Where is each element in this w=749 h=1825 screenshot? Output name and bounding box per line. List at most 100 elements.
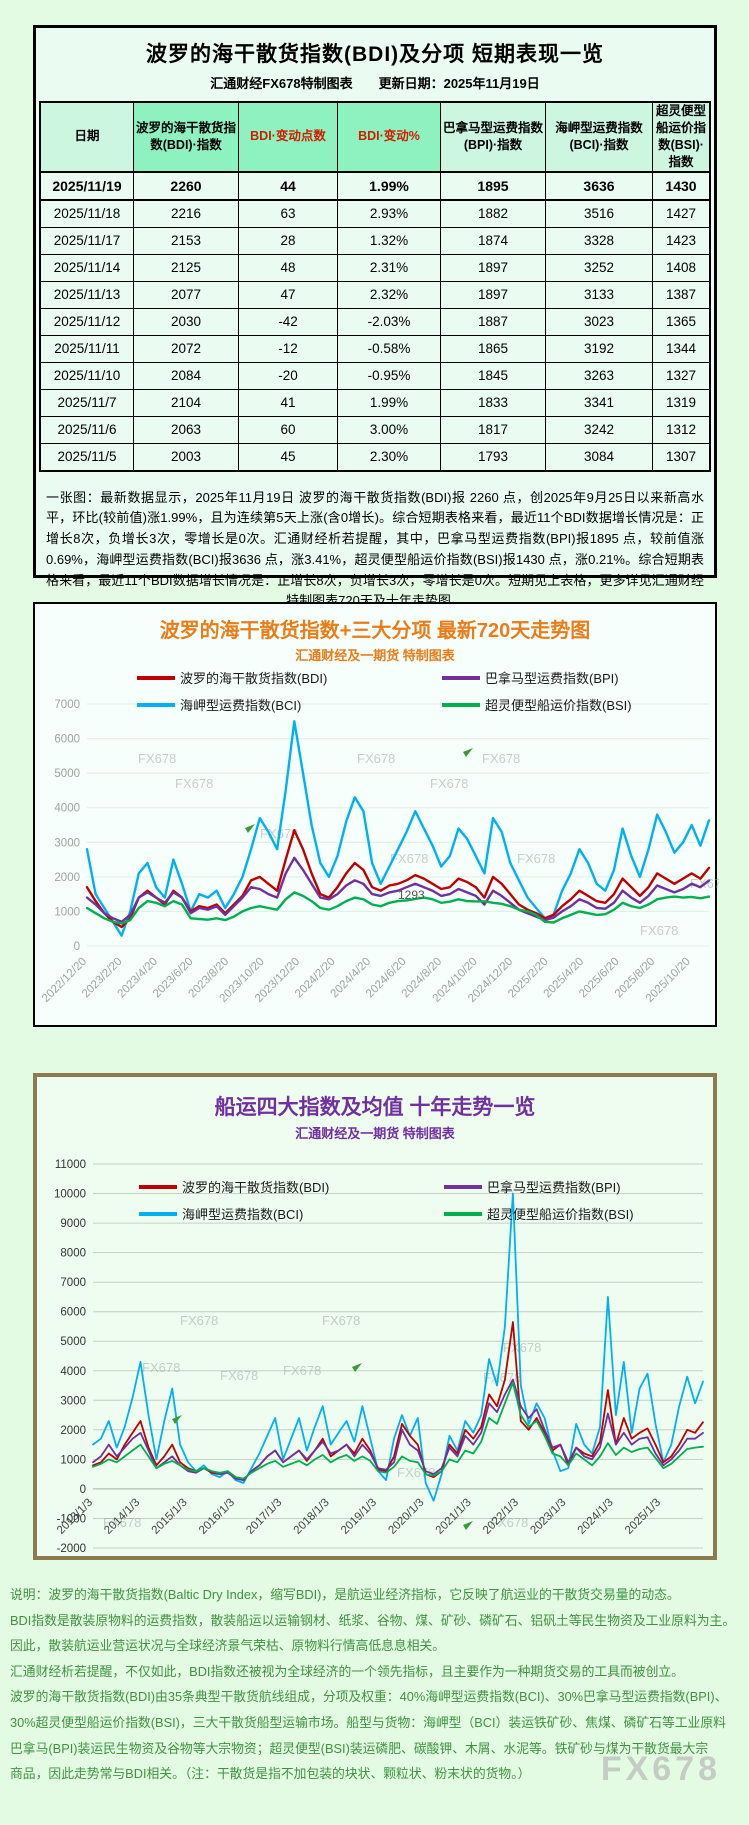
table-cell: 1427 <box>652 199 711 228</box>
table-subtitle: 汇通财经FX678特制图表 更新日期：2025年11月19日 <box>36 73 714 92</box>
table-cell: 1793 <box>440 442 546 471</box>
table-row: 2025/11/18 2216 63 2.93% 1882 3516 1427 <box>39 199 711 228</box>
table-cell: 2063 <box>133 415 239 444</box>
table-cell: 3084 <box>545 442 653 471</box>
legend-item: 波罗的海干散货指数(BDI) <box>139 1177 394 1196</box>
table-cell: 3.00% <box>337 415 441 444</box>
table-cell: 1.99% <box>337 388 441 417</box>
legend-label: 巴拿马型运费指数(BPI) <box>487 1180 621 1195</box>
chart-10y-legend: 波罗的海干散货指数(BDI) 巴拿马型运费指数(BPI) 海岬型运费指数(BCI) 超… <box>139 1177 699 1223</box>
svg-text:FX678: FX678 <box>640 923 678 938</box>
table-cell: 1845 <box>440 361 546 390</box>
svg-text:FX678: FX678 <box>517 851 555 866</box>
svg-text:FX678: FX678 <box>430 776 468 791</box>
legend-item: 海岬型运费指数(BCI) <box>139 1204 394 1223</box>
svg-text:8000: 8000 <box>60 1248 86 1260</box>
source-label: 汇通财经FX678特制图表 <box>210 76 353 91</box>
table-cell: 45 <box>238 442 338 471</box>
description-line: BDI指数是散装原物料的运费指数，散装船运以运输钢材、纸浆、谷物、煤、矿砂、磷矿… <box>10 1612 736 1628</box>
table-cell: 1387 <box>652 280 711 309</box>
table-cell: 3023 <box>545 307 653 336</box>
svg-text:1293: 1293 <box>398 888 425 902</box>
svg-text:FX678: FX678 <box>490 1515 528 1530</box>
table-row: 2025/11/7 2104 41 1.99% 1833 3341 1319 <box>39 388 711 417</box>
svg-text:FX678: FX678 <box>357 751 395 766</box>
table-row: 2025/11/6 2063 60 3.00% 1817 3242 1312 <box>39 415 711 444</box>
table-cell: 2072 <box>133 334 239 363</box>
chart-10y-title: 船运四大指数及均值 十年走势一览 <box>214 1096 536 1119</box>
table-cell: 2025/11/7 <box>39 388 134 417</box>
table-cell: 60 <box>238 415 338 444</box>
svg-text:2000: 2000 <box>54 872 80 884</box>
table-cell: 2025/11/17 <box>39 226 134 255</box>
legend-line-icon <box>442 675 480 680</box>
table-cell: 1882 <box>440 199 546 228</box>
svg-text:2025/1/3: 2025/1/3 <box>623 1497 663 1537</box>
column-header: 波罗的海干散货指数(BDI)·指数 <box>133 101 239 172</box>
table-cell: 2025/11/18 <box>39 199 134 228</box>
description-line: 因此，散装航运业营运状况与全球经济景气荣枯、原物料行情高低息息相关。 <box>10 1638 446 1654</box>
svg-text:FX678: FX678 <box>103 1515 141 1530</box>
fx678-watermark: FX678 <box>600 1750 721 1788</box>
legend-item: 海岬型运费指数(BCI) <box>137 695 392 714</box>
svg-text:2016/1/3: 2016/1/3 <box>197 1497 237 1537</box>
table-cell: 3516 <box>545 199 653 228</box>
table-cell: 3263 <box>545 361 653 390</box>
table-cell: 2025/11/11 <box>39 334 134 363</box>
svg-text:10000: 10000 <box>54 1189 86 1201</box>
legend-line-icon <box>139 1211 177 1216</box>
legend-item: 波罗的海干散货指数(BDI) <box>137 668 392 687</box>
table-cell: 2025/11/10 <box>39 361 134 390</box>
description-block: 说明：波罗的海干散货指数(Baltic Dry Index，缩写BDI)，是航运… <box>10 1582 749 1787</box>
table-cell: 1327 <box>652 361 711 390</box>
legend-item: 巴拿马型运费指数(BPI) <box>442 668 697 687</box>
table-row: 2025/11/13 2077 47 2.32% 1897 3133 1387 <box>39 280 711 309</box>
legend-line-icon <box>137 702 175 707</box>
legend-label: 海岬型运费指数(BCI) <box>180 698 302 713</box>
table-cell: 1312 <box>652 415 711 444</box>
table-cell: -0.95% <box>337 361 441 390</box>
svg-text:5000: 5000 <box>54 768 80 780</box>
table-cell: 1874 <box>440 226 546 255</box>
svg-text:FX678: FX678 <box>175 776 213 791</box>
svg-text:FX678: FX678 <box>220 1368 258 1383</box>
table-cell: 2216 <box>133 199 239 228</box>
table-cell: 2025/11/12 <box>39 307 134 336</box>
table-cell: 2025/11/14 <box>39 253 134 282</box>
svg-text:2019/1/3: 2019/1/3 <box>339 1497 379 1537</box>
summary-paragraph: 一张图：最新数据显示，2025年11月19日 波罗的海干散货指数(BDI)报 2… <box>46 489 704 609</box>
table-row: 2025/11/12 2030 -42 -2.03% 1887 3023 1365 <box>39 307 711 336</box>
table-cell: 2.93% <box>337 199 441 228</box>
chart-720d-subtitle: 汇通财经及一期货 特制图表 <box>295 648 455 663</box>
table-cell: 1430 <box>652 170 711 201</box>
svg-text:5000: 5000 <box>60 1336 86 1348</box>
table-cell: 3636 <box>545 170 653 201</box>
table-cell: 1365 <box>652 307 711 336</box>
column-header: BDI·变动点数 <box>238 101 338 172</box>
table-cell: 1817 <box>440 415 546 444</box>
svg-text:2018/1/3: 2018/1/3 <box>292 1497 332 1537</box>
table-cell: 2153 <box>133 226 239 255</box>
table-row: 2025/11/10 2084 -20 -0.95% 1845 3263 1327 <box>39 361 711 390</box>
table-cell: 2025/11/5 <box>39 442 134 471</box>
legend-line-icon <box>442 702 480 707</box>
table-cell: 1.32% <box>337 226 441 255</box>
legend-item: 超灵便型船运价指数(BSI) <box>442 695 697 714</box>
svg-text:FX678: FX678 <box>390 851 428 866</box>
chart-720d-svg: 0 1000 2000 3000 4000 5000 6000 7000 FX678 FX678 F… <box>40 699 728 1005</box>
legend-label: 波罗的海干散货指数(BDI) <box>180 671 328 686</box>
table-cell: -42 <box>238 307 338 336</box>
table-cell: 1408 <box>652 253 711 282</box>
update-date: 更新日期：2025年11月19日 <box>378 76 540 91</box>
svg-text:FX678: FX678 <box>322 1313 360 1328</box>
chart-720d-title: 波罗的海干散货指数+三大分项 最新720天走势图 <box>159 620 591 642</box>
description-line: 30%超灵便型船运价指数(BSI)，三大干散货船型运输市场。船型与货物：海岬型（… <box>10 1714 726 1730</box>
column-header: 巴拿马型运费指数(BPI)·指数 <box>440 101 546 172</box>
table-cell: 1423 <box>652 226 711 255</box>
svg-text:2017/1/3: 2017/1/3 <box>244 1497 284 1537</box>
short-term-table-panel: 波罗的海干散货指数(BDI)及分项 短期表现一览 汇通财经FX678特制图表 更新… <box>33 25 717 608</box>
table-cell: 2030 <box>133 307 239 336</box>
table-cell: 1897 <box>440 280 546 309</box>
table-cell: 2025/11/19 <box>39 170 134 201</box>
